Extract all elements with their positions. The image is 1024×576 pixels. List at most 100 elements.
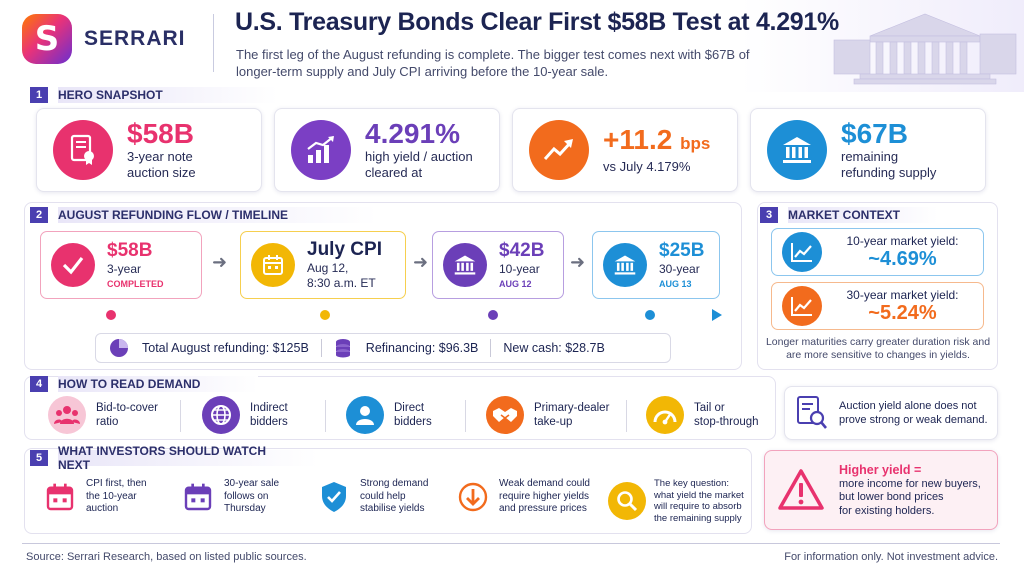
section-label: MARKET CONTEXT	[788, 207, 938, 223]
calendar-icon	[180, 479, 216, 515]
calendar-icon	[251, 243, 295, 287]
gauge-icon	[646, 396, 684, 434]
watch-item-key-question: The key question: what yield the market wi…	[608, 478, 744, 524]
timeline-sub: Aug 12,	[307, 261, 349, 275]
timeline-step-3-year: $58B 3-year COMPLETED	[40, 231, 202, 299]
section-label: HERO SNAPSHOT	[58, 87, 278, 103]
watch-text: the 10-year	[86, 490, 137, 502]
section-hero-heading: 1 HERO SNAPSHOT	[30, 87, 278, 103]
hero-label: remaining	[841, 149, 899, 164]
hero-label: 3-year note	[127, 149, 193, 164]
bank-icon	[443, 243, 487, 287]
flow-arrow-icon: ➜	[413, 252, 429, 273]
search-icon	[608, 482, 646, 520]
date-badge: AUG 12	[499, 278, 532, 289]
brand-logo[interactable]: S SERRARI	[22, 14, 186, 64]
hero-label: refunding supply	[841, 165, 937, 180]
timeline-sub: 3-year	[107, 261, 142, 276]
demand-label: Bid-to-cover	[96, 402, 158, 414]
hero-card-bps-change: +11.2 bps vs July 4.179%	[512, 108, 738, 192]
watch-text: require higher yields	[499, 490, 590, 502]
timeline-step-july-cpi: July CPI Aug 12, 8:30 a.m. ET	[240, 231, 406, 299]
people-icon	[48, 396, 86, 434]
demand-label: Indirect	[250, 402, 288, 414]
demand-item-tail: Tail or stop-through	[646, 396, 759, 434]
section-number: 3	[760, 207, 778, 223]
alert-text: for existing holders.	[839, 504, 935, 517]
timeline-progress-line	[104, 308, 722, 322]
market-value: ~4.69%	[868, 247, 937, 270]
watch-text: Weak demand could	[499, 478, 590, 489]
total-refunding: Total August refunding: $125B	[142, 341, 309, 355]
watch-item-strong-demand: Strong demand could help stabilise yields	[316, 478, 428, 516]
market-value: ~5.24%	[868, 301, 937, 324]
refinancing-amount: Refinancing: $96.3B	[365, 341, 479, 355]
watch-text: The key question:	[654, 478, 729, 489]
section-number: 2	[30, 207, 48, 223]
hero-label: high yield / auction	[365, 149, 473, 164]
watch-text: will require to absorb	[654, 501, 742, 512]
alert-text: but lower bond prices	[839, 491, 944, 504]
market-label: 10-year market yield:	[846, 233, 959, 248]
divider	[626, 400, 627, 432]
demand-note: Auction yield alone does not	[839, 400, 977, 412]
flow-arrow-icon: ➜	[570, 252, 586, 273]
line-chart-icon	[782, 232, 822, 272]
timeline-value: July CPI	[307, 239, 382, 260]
section-number: 1	[30, 87, 48, 103]
check-icon	[51, 243, 95, 287]
market-label: 30-year market yield:	[846, 287, 959, 302]
shield-check-icon	[316, 479, 352, 515]
header-divider	[213, 14, 214, 72]
section-label: AUGUST REFUNDING FLOW / TIMELINE	[58, 207, 378, 223]
hero-unit: bps	[680, 134, 711, 153]
hero-card-auction-size: $58B 3-year note auction size	[36, 108, 262, 192]
line-chart-icon	[782, 286, 822, 326]
timeline-value: $42B	[499, 239, 545, 261]
page-subtitle: The first leg of the August refunding is…	[236, 47, 750, 79]
coins-icon	[335, 339, 350, 358]
calendar-icon	[42, 479, 78, 515]
demand-label: Tail or	[694, 402, 725, 414]
timeline-sub: 10-year	[499, 261, 540, 276]
section-watch-heading: 5 WHAT INVESTORS SHOULD WATCH NEXT	[30, 444, 318, 472]
page-title: U.S. Treasury Bonds Clear First $58B Tes…	[235, 8, 839, 36]
section-market-heading: 3 MARKET CONTEXT	[760, 207, 938, 223]
hero-card-remaining-supply: $67B remaining refunding supply	[750, 108, 986, 192]
watch-text: 30-year sale	[224, 478, 280, 489]
bank-icon	[603, 243, 647, 287]
market-yield-30-year: 30-year market yield: ~5.24%	[771, 282, 984, 330]
handshake-icon	[486, 396, 524, 434]
trend-up-icon	[529, 120, 589, 180]
watch-text: could help	[360, 490, 406, 502]
demand-label: take-up	[534, 416, 573, 428]
divider	[320, 339, 322, 357]
hero-label: cleared at	[365, 165, 423, 180]
divider	[490, 339, 492, 357]
watch-text: what yield the market	[654, 489, 744, 501]
demand-note-card: Auction yield alone does not prove stron…	[784, 386, 998, 440]
section-label: WHAT INVESTORS SHOULD WATCH NEXT	[58, 444, 318, 472]
timeline-sub: 8:30 a.m. ET	[307, 276, 376, 290]
timeline-step-30-year: $25B 30-year AUG 13	[592, 231, 720, 299]
alert-text: more income for new buyers,	[839, 477, 981, 490]
document-search-icon	[797, 396, 827, 429]
timeline-step-10-year: $42B 10-year AUG 12	[432, 231, 564, 299]
timeline-value: $25B	[659, 239, 705, 261]
demand-label: bidders	[394, 416, 432, 428]
capitol-building-illustration	[833, 13, 1017, 85]
bar-chart-up-icon	[291, 120, 351, 180]
demand-note: prove strong or weak demand.	[839, 414, 988, 426]
divider	[325, 400, 326, 432]
demand-label: stop-through	[694, 416, 759, 428]
serrari-logo-icon: S	[22, 14, 72, 64]
watch-text: auction	[86, 503, 119, 514]
warning-icon	[778, 469, 824, 510]
demand-label: ratio	[96, 416, 119, 428]
watch-item-30-year-sale: 30-year sale follows on Thursday	[180, 478, 279, 516]
watch-text: CPI first, then	[86, 478, 147, 489]
flow-arrow-icon: ➜	[212, 252, 228, 273]
demand-label: Direct	[394, 402, 425, 414]
section-demand-heading: 4 HOW TO READ DEMAND	[30, 376, 258, 392]
demand-item-indirect-bidders: Indirect bidders	[202, 396, 288, 434]
